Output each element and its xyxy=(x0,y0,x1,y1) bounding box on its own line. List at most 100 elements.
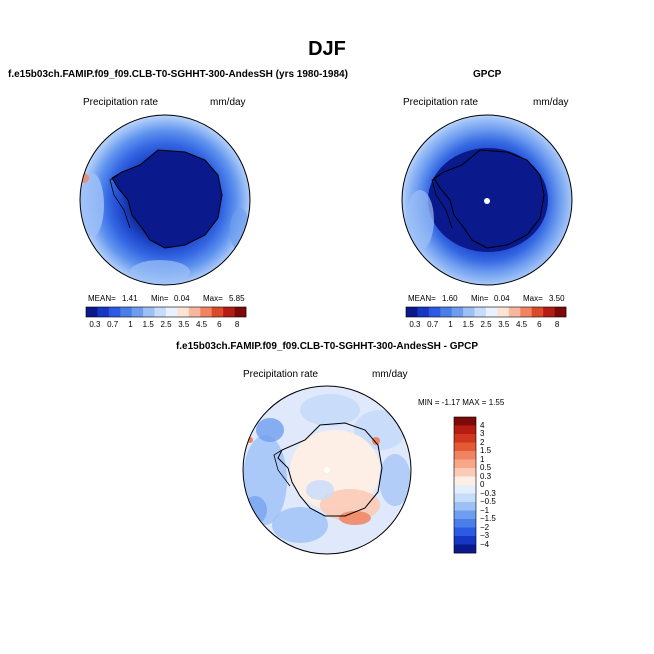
obs-mean-label: MEAN= xyxy=(408,294,436,303)
colorbar-swatch xyxy=(211,307,224,317)
diff-variable-label: Precipitation rate xyxy=(243,369,319,380)
colorbar-tick-label: 0.5 xyxy=(480,463,492,472)
colorbar-swatch xyxy=(143,307,155,317)
colorbar-swatch xyxy=(454,417,476,426)
colorbar-tick-label: −3 xyxy=(480,531,490,540)
colorbar-swatch xyxy=(454,476,476,486)
colorbar-swatch xyxy=(454,468,476,477)
figure-title: DJF xyxy=(308,38,346,60)
colorbar-swatch xyxy=(108,307,121,317)
colorbar-tick-label: 1.5 xyxy=(462,320,474,329)
model-colorbar xyxy=(85,306,247,318)
obs-min-value: 0.04 xyxy=(494,294,510,303)
diff-colorbar xyxy=(453,416,477,554)
colorbar-tick-label: 0.7 xyxy=(427,320,439,329)
colorbar-tick-label: 4 xyxy=(480,420,485,430)
obs-max-value: 3.50 xyxy=(549,294,565,303)
colorbar-tick-label: −1 xyxy=(480,505,490,515)
colorbar-swatch xyxy=(454,493,476,503)
colorbar-tick-label: 0.3 xyxy=(89,320,101,329)
colorbar-swatch xyxy=(451,307,464,317)
colorbar-tick-label: 1 xyxy=(128,320,133,329)
obs-colorbar xyxy=(405,306,567,318)
colorbar-tick-label: 0.3 xyxy=(409,320,421,329)
diff-map-border xyxy=(242,385,412,555)
colorbar-swatch xyxy=(120,307,133,317)
colorbar-tick-label: 2.5 xyxy=(480,320,492,329)
obs-units-label: mm/day xyxy=(533,97,569,108)
model-units-label: mm/day xyxy=(210,97,246,108)
colorbar-swatch xyxy=(223,307,235,317)
colorbar-swatch xyxy=(406,307,418,317)
colorbar-tick-label: 4.5 xyxy=(195,320,208,329)
model-map-field xyxy=(80,115,250,285)
colorbar-swatch xyxy=(543,307,555,317)
colorbar-tick-label: 1 xyxy=(448,320,453,329)
colorbar-swatch xyxy=(97,307,110,317)
colorbar-swatch xyxy=(454,536,476,545)
colorbar-tick-label: 6 xyxy=(217,320,222,329)
colorbar-tick-label: −0.5 xyxy=(480,497,496,506)
obs-max-label: Max= xyxy=(523,294,543,303)
diff-panel-title: f.e15b03ch.FAMIP.f09_f09.CLB-T0-SGHHT-30… xyxy=(175,341,479,352)
colorbar-swatch xyxy=(166,307,178,317)
colorbar-swatch xyxy=(188,307,201,317)
colorbar-tick-label: −4 xyxy=(480,539,490,549)
model-panel-title: f.e15b03ch.FAMIP.f09_f09.CLB-T0-SGHHT-30… xyxy=(8,69,348,80)
colorbar-tick-label: 1.5 xyxy=(142,320,154,329)
model-map-border xyxy=(79,114,251,286)
colorbar-swatch xyxy=(520,307,533,317)
colorbar-tick-label: 0 xyxy=(480,480,485,489)
colorbar-swatch xyxy=(200,307,213,317)
colorbar-swatch xyxy=(154,307,167,317)
colorbar-swatch xyxy=(454,519,476,528)
colorbar-swatch xyxy=(486,307,498,317)
model-mean-value: 1.41 xyxy=(122,294,138,303)
colorbar-swatch xyxy=(428,307,441,317)
colorbar-tick-label: 1 xyxy=(480,454,485,464)
colorbar-tick-label: 2.5 xyxy=(160,320,172,329)
colorbar-swatch xyxy=(454,527,476,537)
colorbar-tick-label: 6 xyxy=(537,320,542,329)
colorbar-swatch xyxy=(474,307,487,317)
obs-pole-marker xyxy=(484,198,490,204)
obs-panel-title: GPCP xyxy=(473,69,502,80)
model-antarctica-outline xyxy=(111,149,223,249)
model-max-value: 5.85 xyxy=(229,294,245,303)
colorbar-tick-label: −0.3 xyxy=(480,488,496,498)
obs-mean-value: 1.60 xyxy=(442,294,458,303)
model-max-label: Max= xyxy=(203,294,223,303)
colorbar-swatch xyxy=(497,307,510,317)
colorbar-swatch xyxy=(454,485,476,494)
colorbar-tick-label: 1.5 xyxy=(480,446,492,455)
colorbar-tick-label: 2 xyxy=(480,437,485,447)
colorbar-swatch xyxy=(440,307,453,317)
obs-map-border xyxy=(401,114,573,286)
colorbar-tick-label: 8 xyxy=(554,320,560,329)
colorbar-swatch xyxy=(454,442,476,452)
colorbar-tick-label: 3.5 xyxy=(178,320,190,329)
colorbar-swatch xyxy=(454,459,476,469)
colorbar-tick-label: 3 xyxy=(480,429,485,438)
diff-stats: MIN = -1.17 MAX = 1.55 xyxy=(418,398,505,407)
colorbar-tick-label: 8 xyxy=(234,320,240,329)
colorbar-tick-label: 0.3 xyxy=(480,471,492,481)
colorbar-swatch xyxy=(508,307,521,317)
model-min-value: 0.04 xyxy=(174,294,190,303)
colorbar-swatch xyxy=(86,307,98,317)
colorbar-swatch xyxy=(531,307,544,317)
colorbar-swatch xyxy=(234,307,247,317)
colorbar-swatch xyxy=(454,451,476,460)
colorbar-swatch xyxy=(454,502,476,511)
colorbar-tick-label: 0.7 xyxy=(107,320,119,329)
colorbar-tick-label: 4.5 xyxy=(515,320,528,329)
obs-min-label: Min= xyxy=(471,294,489,303)
colorbar-swatch xyxy=(454,510,476,520)
colorbar-swatch xyxy=(454,425,476,435)
colorbar-swatch xyxy=(417,307,430,317)
colorbar-tick-label: −1.5 xyxy=(480,514,496,523)
diff-units-label: mm/day xyxy=(372,369,408,380)
